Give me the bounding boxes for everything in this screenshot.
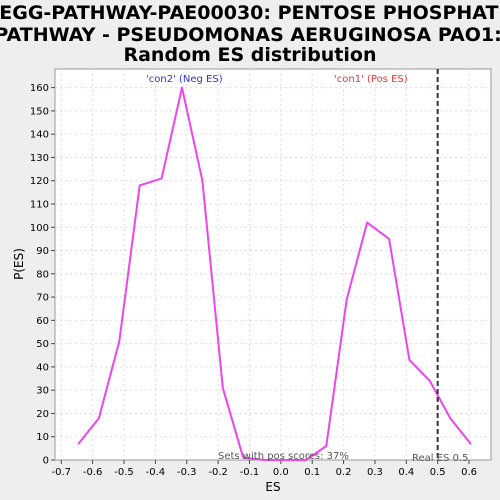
x-axis-label: ES	[265, 480, 280, 494]
data-point	[77, 442, 80, 445]
chart-title-line-1: KEGG-PATHWAY-PAE00030: PENTOSE PHOSPHATE	[0, 2, 500, 24]
y-tick-label: 30	[36, 386, 49, 397]
x-tick-label: -0.1	[240, 467, 260, 478]
data-point	[242, 456, 245, 459]
y-tick-label: 160	[30, 83, 49, 94]
plot-area	[54, 68, 492, 461]
y-tick-label: 70	[36, 293, 49, 304]
data-point	[160, 177, 163, 180]
y-tick-label: 120	[30, 176, 49, 187]
y-tick-label: 110	[30, 199, 49, 210]
x-tick-label: 0.4	[398, 467, 414, 478]
y-tick-label: 80	[36, 269, 49, 280]
chart-title-line-3: Random ES distribution	[123, 44, 376, 66]
neg-es-label: 'con2' (Neg ES)	[146, 74, 223, 85]
x-tick-label: 0.1	[304, 467, 320, 478]
y-axis-label: P(ES)	[12, 248, 26, 280]
data-point	[201, 179, 204, 182]
y-tick-label: 40	[36, 362, 49, 373]
x-tick-label: 0.6	[461, 467, 477, 478]
data-point	[283, 459, 285, 461]
axis-layer: 0 10 20 30 40 50 60 70 80 90 100 110 120 130 140 150 160…	[30, 83, 477, 478]
x-tick-label: -0.3	[177, 467, 197, 478]
data-point	[222, 387, 224, 389]
x-tick-label: 0.3	[367, 467, 383, 478]
y-tick-label: 0	[43, 456, 49, 467]
real-es-label: Real ES 0.5	[412, 453, 468, 464]
y-tick-label: 60	[36, 316, 49, 327]
data-point	[408, 359, 411, 361]
data-point	[449, 417, 452, 419]
x-tick-label: -0.4	[146, 467, 166, 478]
data-point	[469, 442, 472, 445]
data-point	[264, 459, 266, 461]
y-tick-label: 130	[30, 153, 49, 164]
data-point	[429, 380, 431, 382]
series-layer	[77, 86, 472, 461]
chart-title-line-2: PATHWAY - PSEUDOMONAS AERUGINOSA PAO1:	[0, 24, 500, 46]
series-line	[77, 86, 472, 461]
y-tick-label: 20	[36, 409, 49, 420]
data-point	[388, 238, 390, 240]
pos-scores-annotation: Sets with pos scores: 37%	[218, 451, 349, 462]
data-point	[325, 445, 328, 447]
x-tick-label: 0.5	[430, 467, 446, 478]
x-tick-label: -0.6	[83, 467, 103, 478]
x-tick-label: 0.0	[273, 467, 289, 478]
x-tick-label: -0.5	[114, 467, 134, 478]
x-tick-label: 0.2	[336, 467, 352, 478]
y-tick-label: 140	[30, 130, 49, 141]
y-tick-label: 50	[36, 339, 49, 350]
pos-es-label: 'con1' (Pos ES)	[334, 74, 408, 85]
y-tick-label: 90	[36, 246, 49, 257]
x-tick-label: -0.7	[52, 467, 72, 478]
y-tick-label: 150	[30, 106, 49, 117]
data-point	[305, 459, 307, 461]
data-point	[138, 184, 141, 187]
data-point	[181, 86, 183, 89]
data-point	[345, 298, 348, 301]
data-point	[118, 340, 121, 343]
data-point	[366, 221, 368, 224]
y-tick-label: 10	[36, 432, 49, 443]
x-tick-label: -0.2	[208, 467, 228, 478]
y-tick-label: 100	[30, 223, 49, 234]
data-point	[98, 417, 100, 419]
